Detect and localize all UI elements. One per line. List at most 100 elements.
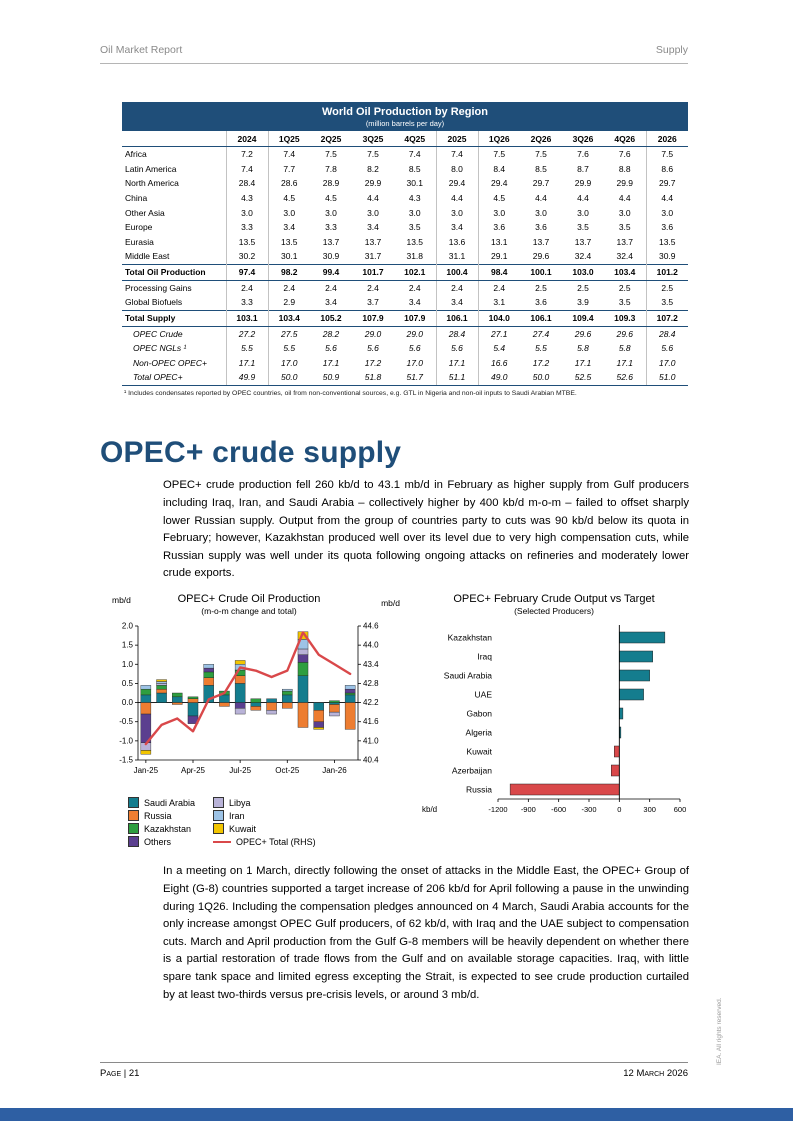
cell: 30.1 (406, 178, 424, 189)
cell: 2.5 (618, 282, 631, 293)
cell: 3.7 (367, 297, 379, 308)
cell: 7.5 (477, 146, 520, 162)
cell: 4.3 (225, 190, 268, 206)
legend-line-swatch (213, 840, 232, 843)
svg-text:kb/d: kb/d (422, 805, 437, 814)
table-row: North America 28.4 28.6 28.9 29.9 30.1 29.4 29.… (122, 176, 688, 191)
column-header: 2Q25 (310, 131, 352, 147)
cell: 3.1 (477, 295, 520, 311)
cell: 17.1 (322, 357, 340, 368)
cell: 107.9 (394, 309, 436, 327)
cell: 7.8 (325, 163, 337, 174)
table-row: Non-OPEC OPEC+ 17.1 17.0 17.1 17.2 17.0 17.1 16… (122, 355, 688, 371)
cell: 4.4 (618, 192, 631, 203)
cell: 29.6 (574, 328, 592, 339)
chart-subtitle: (m-o-m change and total) (201, 606, 297, 616)
cell: 52.5 (562, 370, 604, 387)
chart-output-vs-target: OPEC+ February Crude Output vs Target (S… (418, 593, 690, 849)
svg-text:UAE: UAE (475, 690, 493, 700)
cell: 52.6 (604, 370, 646, 387)
column-header: 2024 (225, 131, 268, 147)
cell: 106.1 (435, 309, 478, 327)
cell: 17.1 (225, 355, 268, 371)
svg-text:Kazakhstan: Kazakhstan (448, 633, 493, 643)
cell: 27.1 (477, 326, 520, 342)
svg-text:44.6: 44.6 (363, 622, 379, 631)
chart-title: OPEC+ Crude Oil Production (177, 593, 321, 605)
legend-color-swatch (128, 823, 139, 834)
cell: 101.2 (645, 264, 688, 281)
cell: 28.4 (225, 176, 268, 191)
report-title: Oil Market Report (100, 44, 183, 56)
table-subtitle: (million barrels per day) (365, 119, 445, 128)
column-header: 1Q25 (267, 131, 310, 147)
cell: 7.4 (225, 161, 268, 177)
cell: 5.6 (408, 343, 421, 354)
stacked-bar-line-plot: 2.0 1.5 1.0 0.5 0.0 -0.5 -1.0 -1.5 44.6 44.0 43.4 4… (98, 620, 400, 793)
table-row: Total OPEC+ 49.9 50.0 50.9 51.8 51.7 51.1 49.0 5… (122, 370, 688, 387)
chart-opec-crude-production: OPEC+ Crude Oil Production (m-o-m change… (98, 593, 400, 848)
svg-text:42.8: 42.8 (363, 679, 379, 688)
cell: 17.0 (645, 355, 688, 371)
svg-text:Jan-25: Jan-25 (134, 766, 159, 775)
cell: 5.6 (325, 343, 337, 354)
table-column-header-row: 2024 1Q25 2Q25 3Q25 4Q25 2025 1Q26 2Q26 3Q26 4Q26… (122, 131, 688, 147)
cell: 2.4 (325, 282, 337, 293)
cell: 13.7 (574, 236, 592, 247)
cell: 7.7 (267, 161, 310, 177)
cell: 98.2 (267, 264, 310, 281)
cell: 4.4 (645, 190, 688, 206)
cell: 3.4 (325, 297, 337, 308)
cell: 3.3 (325, 222, 337, 233)
cell: 29.7 (532, 178, 550, 189)
svg-text:42.2: 42.2 (363, 698, 379, 707)
cell: 7.6 (577, 149, 589, 159)
cell: 17.2 (364, 357, 382, 368)
column-header: 4Q25 (394, 131, 436, 147)
cell: 7.5 (367, 149, 379, 159)
svg-text:0.5: 0.5 (122, 679, 134, 688)
cell: 100.4 (435, 264, 478, 281)
cell: 4.5 (477, 190, 520, 206)
cell: 50.0 (520, 370, 562, 387)
cell: 109.4 (562, 309, 604, 327)
legend-item: Others (128, 835, 195, 848)
svg-text:43.4: 43.4 (363, 660, 379, 669)
copyright-side-note: IEA. All rights reserved. (716, 997, 723, 1065)
cell: 3.3 (225, 220, 268, 235)
cell: 3.0 (577, 207, 589, 218)
cell: 31.8 (406, 251, 424, 262)
cell: 99.4 (310, 264, 352, 281)
cell: 2.4 (267, 280, 310, 296)
cell: 103.0 (562, 264, 604, 281)
chart-title: OPEC+ February Crude Output vs Target (453, 593, 655, 605)
report-date: 12 March 2026 (623, 1068, 688, 1079)
cell: 2.4 (367, 282, 379, 293)
legend-color-swatch (128, 810, 139, 821)
cell: 3.6 (535, 222, 547, 233)
row-label: OPEC NGLs ¹ (133, 343, 187, 354)
legend-label: OPEC+ Total (RHS) (236, 836, 316, 847)
cell: 7.5 (325, 149, 337, 159)
legend-item: Saudi Arabia (128, 796, 195, 809)
legend-item: OPEC+ Total (RHS) (213, 835, 316, 848)
cell: 105.2 (310, 309, 352, 327)
legend-label: Iran (229, 810, 245, 821)
body-paragraph-1: OPEC+ crude production fell 260 kb/d to … (163, 479, 689, 580)
cell: 107.2 (645, 309, 688, 327)
column-header: 2026 (645, 131, 688, 147)
cell: 13.5 (267, 234, 310, 250)
cell: 28.4 (435, 326, 478, 342)
legend-label: Kuwait (229, 823, 257, 834)
cell: 7.4 (408, 149, 421, 159)
svg-text:-1.5: -1.5 (119, 756, 133, 765)
column-header: 3Q26 (562, 131, 604, 147)
row-label: Latin America (125, 163, 177, 174)
table-footnote: ¹ Includes condensates reported by OPEC … (124, 390, 577, 397)
cell: 29.9 (574, 178, 592, 189)
svg-text:Oct-25: Oct-25 (275, 766, 300, 775)
legend-label: Russia (144, 810, 172, 821)
legend-label: Kazakhstan (144, 823, 192, 834)
cell: 2.9 (267, 295, 310, 311)
cell: 4.3 (408, 192, 421, 203)
